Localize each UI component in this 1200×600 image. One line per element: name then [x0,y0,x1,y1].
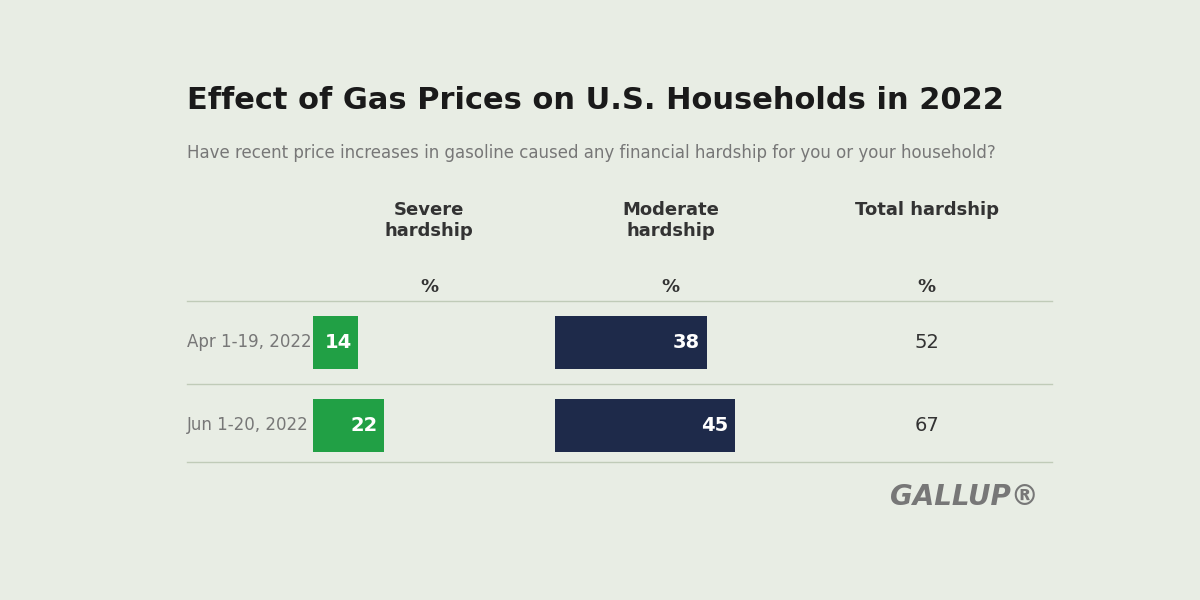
Text: %: % [661,278,680,296]
Bar [554,399,734,452]
Text: Moderate
hardship: Moderate hardship [623,202,719,240]
Text: %: % [918,278,936,296]
Bar [313,399,384,452]
Text: Severe
hardship: Severe hardship [385,202,473,240]
Bar [313,316,359,369]
Text: 38: 38 [673,333,700,352]
Text: 45: 45 [701,416,728,435]
Text: Effect of Gas Prices on U.S. Households in 2022: Effect of Gas Prices on U.S. Households … [187,86,1004,115]
Text: 14: 14 [324,333,352,352]
Text: Have recent price increases in gasoline caused any financial hardship for you or: Have recent price increases in gasoline … [187,143,996,161]
Text: Apr 1-19, 2022: Apr 1-19, 2022 [187,333,312,351]
Text: Jun 1-20, 2022: Jun 1-20, 2022 [187,416,308,434]
Text: %: % [420,278,438,296]
Text: 67: 67 [914,416,938,435]
Text: 52: 52 [914,333,938,352]
Text: Total hardship: Total hardship [854,202,998,220]
Text: GALLUP®: GALLUP® [889,483,1038,511]
Bar [554,316,707,369]
Text: 22: 22 [350,416,378,435]
